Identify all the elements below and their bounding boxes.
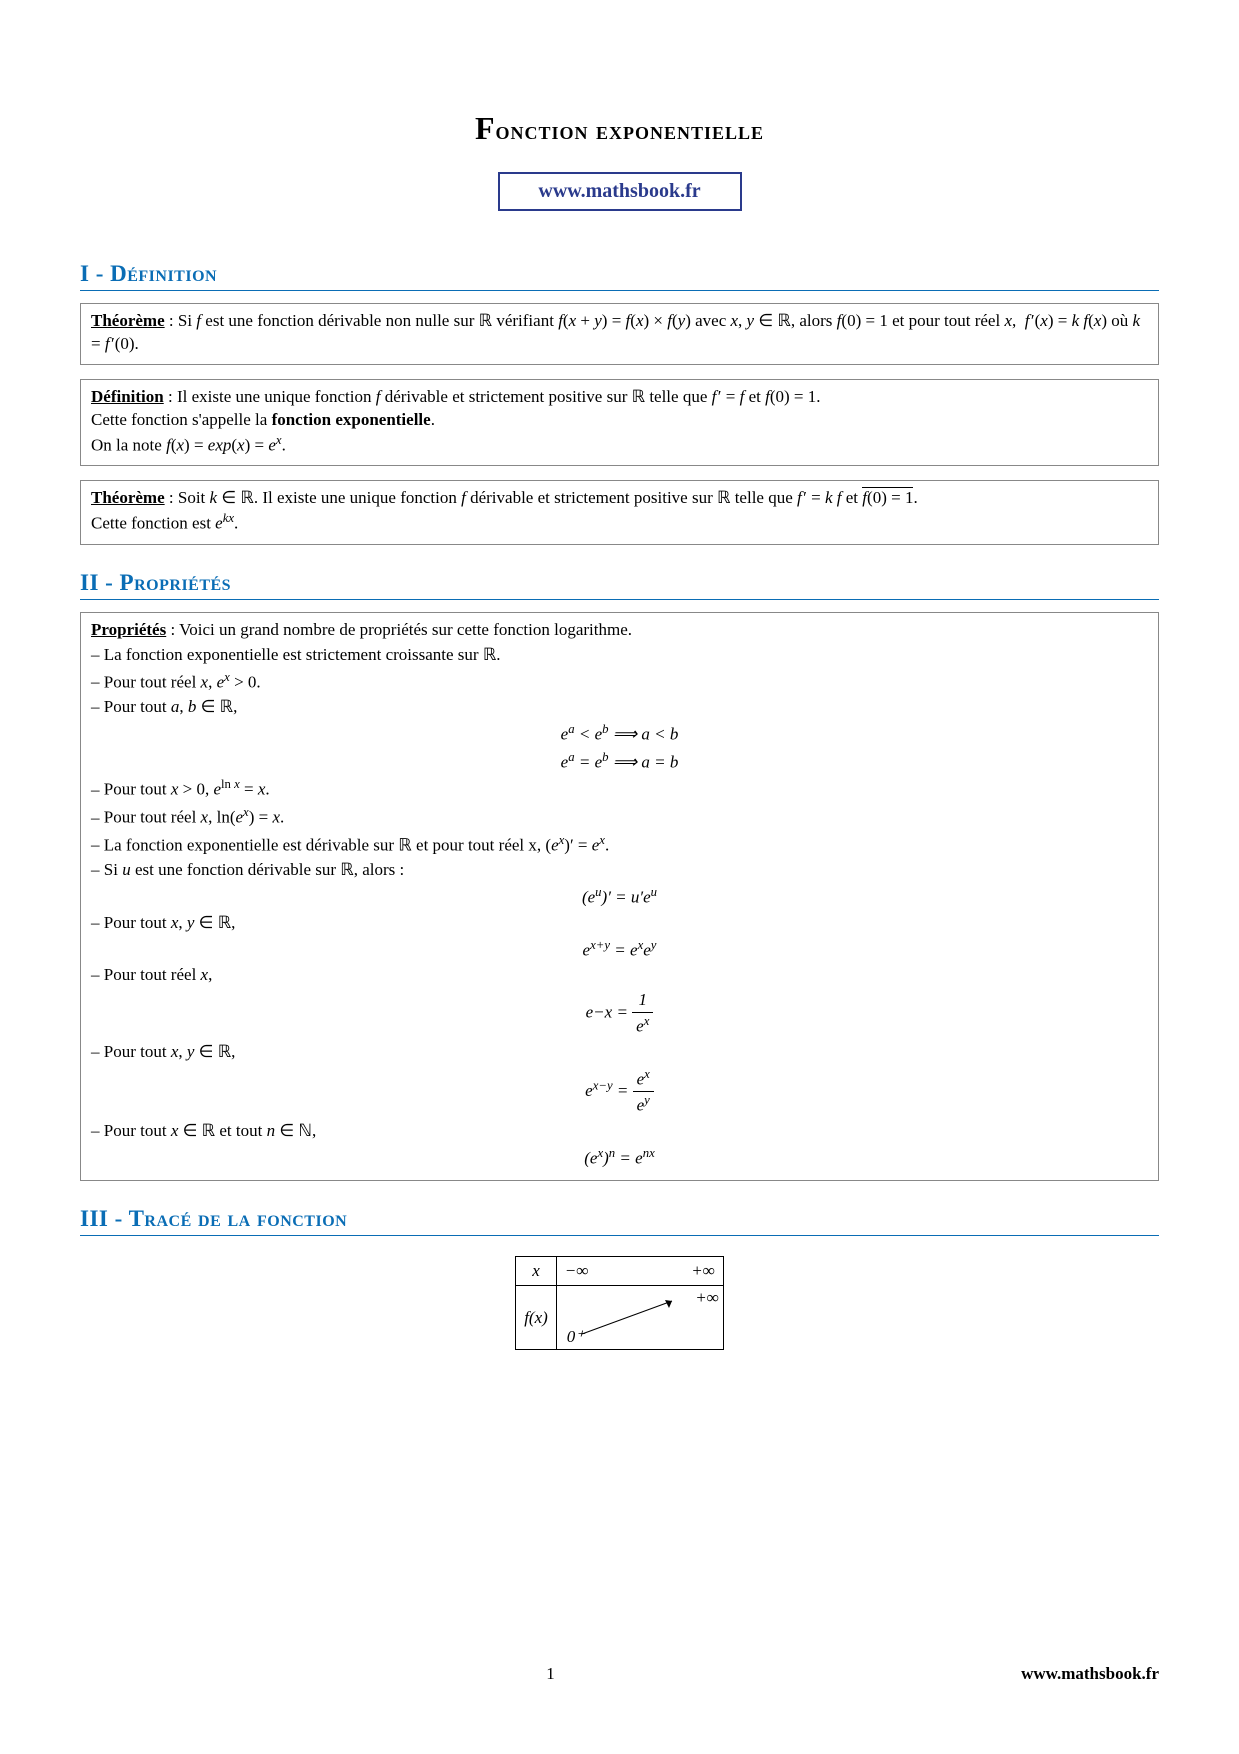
vartab-pos-inf: +∞ bbox=[691, 1261, 715, 1281]
theorem-box-1: Théorème : Si f est une fonction dérivab… bbox=[80, 303, 1159, 365]
page-number: 1 bbox=[546, 1664, 555, 1684]
definition-box: Définition : Il existe une unique foncti… bbox=[80, 379, 1159, 466]
box1-txt-f: où bbox=[1107, 311, 1133, 330]
box2-lead: Définition bbox=[91, 387, 164, 406]
box1-lead: Théorème bbox=[91, 311, 165, 330]
equation: (ex)n = enx bbox=[91, 1145, 1148, 1171]
prop-item: Pour tout x, y ∈ ℝ, bbox=[91, 1041, 1148, 1064]
prop7b: est une fonction dérivable sur ℝ, alors … bbox=[131, 860, 405, 879]
equation: (eu)′ = u′eu bbox=[91, 884, 1148, 910]
prop1: La fonction exponentielle est strictemen… bbox=[104, 645, 501, 664]
equation: ea = eb ⟹ a = b bbox=[91, 749, 1148, 775]
box2-line2b: fonction exponentielle bbox=[272, 410, 431, 429]
box1-txt-b: est une fonction dérivable non nulle sur… bbox=[201, 311, 558, 330]
prop4a: Pour tout bbox=[104, 780, 171, 799]
box1-txt-e: et pour tout réel bbox=[888, 311, 1005, 330]
section-1-heading: I - Définition bbox=[80, 261, 1159, 291]
prop5a: Pour tout réel bbox=[104, 808, 201, 827]
vartab-x: x bbox=[516, 1257, 557, 1286]
equation: ea < eb ⟹ a < b bbox=[91, 721, 1148, 747]
section-2-heading: II - Propriétés bbox=[80, 570, 1159, 600]
box1-txt-d: , alors bbox=[791, 311, 837, 330]
box3-txt-d: et bbox=[842, 488, 863, 507]
prop11a: Pour tout bbox=[104, 1121, 171, 1140]
box3-line2: Cette fonction est bbox=[91, 514, 215, 533]
equation: ex−y = exey bbox=[91, 1066, 1148, 1118]
vartab-fx: f(x) bbox=[516, 1286, 557, 1350]
prop6: La fonction exponentielle est dérivable … bbox=[104, 835, 546, 854]
prop-item: Pour tout x, y ∈ ℝ, bbox=[91, 912, 1148, 935]
prop-item: La fonction exponentielle est dérivable … bbox=[91, 832, 1148, 858]
box1-txt-c: avec bbox=[691, 311, 731, 330]
theorem-box-2: Théorème : Soit k ∈ ℝ. Il existe une uni… bbox=[80, 480, 1159, 545]
vartab-pos-inf-2: +∞ bbox=[695, 1288, 719, 1308]
box3-txt-b: . Il existe une unique fonction bbox=[254, 488, 461, 507]
vartab-neg-inf: −∞ bbox=[565, 1261, 589, 1281]
prop-item: La fonction exponentielle est strictemen… bbox=[91, 644, 1148, 667]
prop2a: Pour tout réel bbox=[104, 672, 201, 691]
prop-item: Pour tout réel x, ln(ex) = x. bbox=[91, 804, 1148, 830]
prop8: Pour tout bbox=[104, 913, 171, 932]
title-first-letter: F bbox=[475, 110, 496, 146]
box3-txt-a: : Soit bbox=[165, 488, 210, 507]
document-title: Fonction exponentielle bbox=[80, 110, 1159, 147]
prop-item: Pour tout réel x, bbox=[91, 964, 1148, 987]
prop10: Pour tout bbox=[104, 1042, 171, 1061]
equation: e−x = 1ex bbox=[91, 989, 1148, 1039]
prop9: Pour tout réel bbox=[104, 965, 201, 984]
page-footer: 1 www.mathsbook.fr bbox=[80, 1664, 1159, 1684]
box2-txt-b: dérivable et strictement positive sur ℝ … bbox=[380, 387, 711, 406]
box2-txt-a: : Il existe une unique fonction bbox=[164, 387, 376, 406]
section-3-heading: III - Tracé de la fonction bbox=[80, 1206, 1159, 1236]
box3-lead: Théorème bbox=[91, 488, 165, 507]
prop7: Si bbox=[104, 860, 122, 879]
equation: ex+y = exey bbox=[91, 937, 1148, 963]
properties-box: Propriétés : Voici un grand nombre de pr… bbox=[80, 612, 1159, 1182]
prop-item: Pour tout x ∈ ℝ et tout n ∈ ℕ, bbox=[91, 1120, 1148, 1143]
props-lead: Propriétés bbox=[91, 620, 166, 639]
prop-item: Pour tout a, b ∈ ℝ, bbox=[91, 696, 1148, 719]
box3-txt-c: dérivable et strictement positive sur ℝ … bbox=[466, 488, 797, 507]
prop3: Pour tout bbox=[104, 697, 171, 716]
variation-table: x −∞ +∞ f(x) 0⁺ +∞ bbox=[515, 1256, 724, 1350]
vartab-zero: 0⁺ bbox=[567, 1327, 584, 1347]
prop-item: Pour tout x > 0, eln x = x. bbox=[91, 776, 1148, 802]
box2-line3: On la note bbox=[91, 435, 166, 454]
box1-txt-a: : Si bbox=[165, 311, 197, 330]
page: Fonction exponentielle www.mathsbook.fr … bbox=[0, 0, 1239, 1754]
footer-site: www.mathsbook.fr bbox=[1021, 1664, 1159, 1684]
title-rest: onction exponentielle bbox=[495, 116, 764, 145]
props-intro: : Voici un grand nombre de propriétés su… bbox=[166, 620, 632, 639]
box2-line2a: Cette fonction s'appelle la bbox=[91, 410, 272, 429]
prop-item: Pour tout réel x, ex > 0. bbox=[91, 669, 1148, 695]
prop-item: Si u est une fonction dérivable sur ℝ, a… bbox=[91, 859, 1148, 882]
site-link[interactable]: www.mathsbook.fr bbox=[498, 172, 742, 211]
box2-txt-c: et bbox=[744, 387, 765, 406]
prop11b: et tout bbox=[215, 1121, 266, 1140]
